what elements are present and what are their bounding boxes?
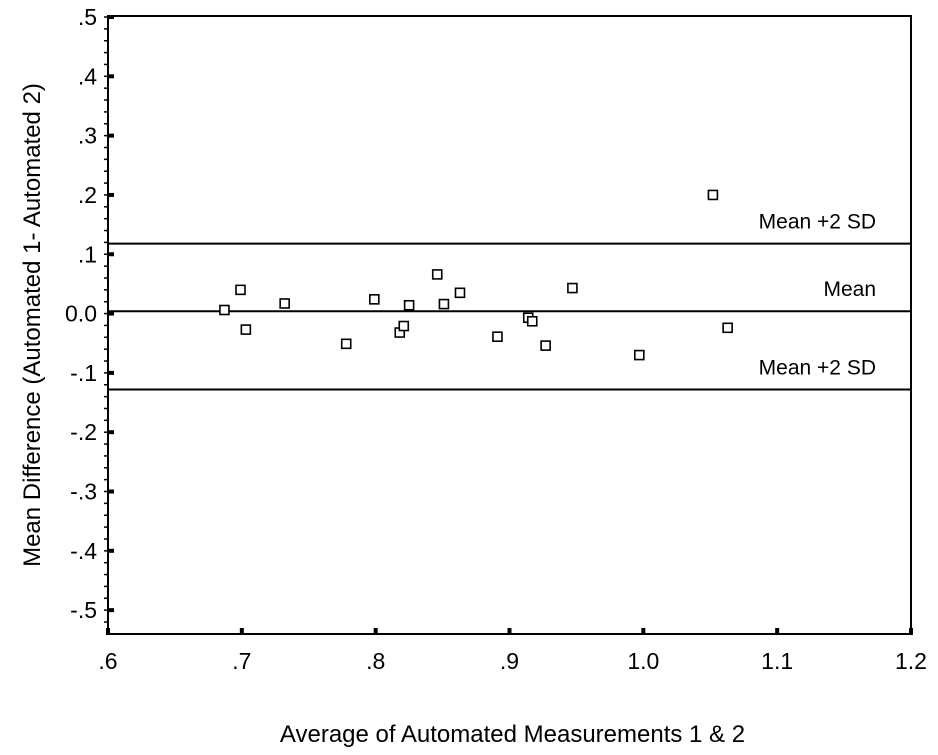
y-tick-label: .3: [78, 123, 97, 149]
data-point: [398, 320, 410, 332]
data-point: [567, 282, 578, 294]
y-tick-label: -.3: [70, 479, 97, 505]
data-point: [540, 340, 551, 351]
data-point: [431, 269, 443, 280]
data-point: [403, 299, 415, 311]
plot-frame: [107, 15, 912, 635]
y-tick-label: .5: [78, 4, 97, 30]
y-tick-label: .4: [78, 63, 97, 89]
y-tick-label: -.5: [70, 597, 97, 623]
reference-label-upper: Mean +2 SD: [759, 211, 876, 234]
y-axis-title: Mean Difference (Automated 1- Automated …: [19, 83, 46, 567]
x-tick-label: .8: [366, 648, 385, 674]
data-point: [707, 189, 719, 201]
data-point: [526, 315, 538, 327]
y-tick-label: -.4: [70, 538, 97, 564]
x-tick-label: 1.1: [761, 648, 793, 674]
data-point: [369, 294, 380, 305]
y-tick-label: .2: [78, 182, 97, 208]
data-point: [492, 331, 503, 343]
x-tick-label: .9: [500, 648, 519, 674]
x-tick-label: .7: [232, 648, 251, 674]
y-tick-label: .1: [78, 241, 97, 267]
x-tick-label: .6: [98, 648, 117, 674]
data-point: [454, 287, 466, 299]
reference-label-mean: Mean: [823, 278, 876, 301]
y-tick-label: 0.0: [65, 301, 97, 327]
data-point: [279, 298, 290, 309]
data-point: [722, 322, 733, 334]
x-axis-title: Average of Automated Measurements 1 & 2: [280, 721, 745, 748]
x-tick-label: 1.0: [627, 648, 659, 674]
data-point: [240, 324, 252, 335]
plot-area: .5 .4 .3 .2 .1 0.0 -.1 -.2 -.3 -.4 -.5.6 .7 .8 .9 1.0 1…: [65, 4, 927, 674]
data-point: [438, 298, 450, 310]
x-tick-label: 1.2: [895, 648, 927, 674]
reference-label-lower: Mean +2 SD: [759, 356, 876, 379]
y-tick-label: -.1: [70, 360, 97, 386]
data-point: [340, 338, 352, 350]
data-point: [219, 304, 230, 316]
data-point: [634, 349, 645, 361]
data-point: [235, 284, 246, 296]
y-tick-label: -.2: [70, 419, 97, 445]
